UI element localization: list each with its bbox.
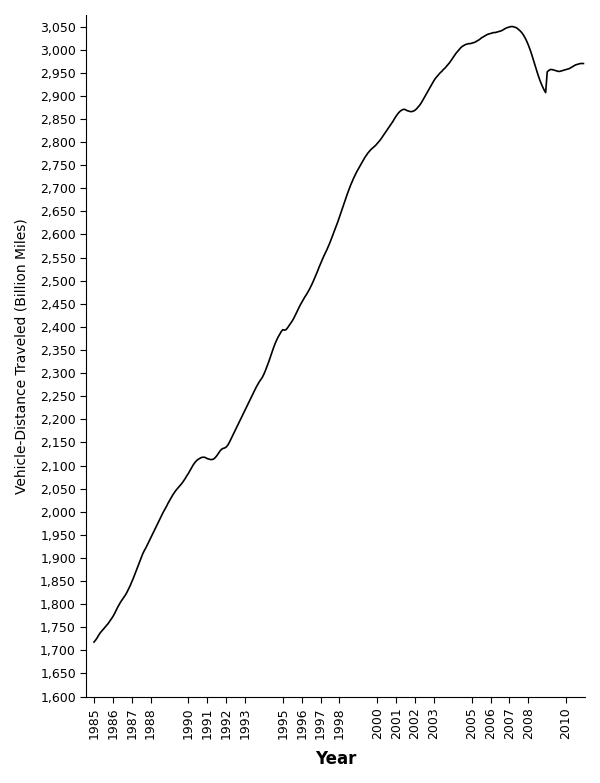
Y-axis label: Vehicle-Distance Traveled (Billion Miles): Vehicle-Distance Traveled (Billion Miles… (15, 218, 29, 493)
X-axis label: Year: Year (315, 750, 356, 768)
